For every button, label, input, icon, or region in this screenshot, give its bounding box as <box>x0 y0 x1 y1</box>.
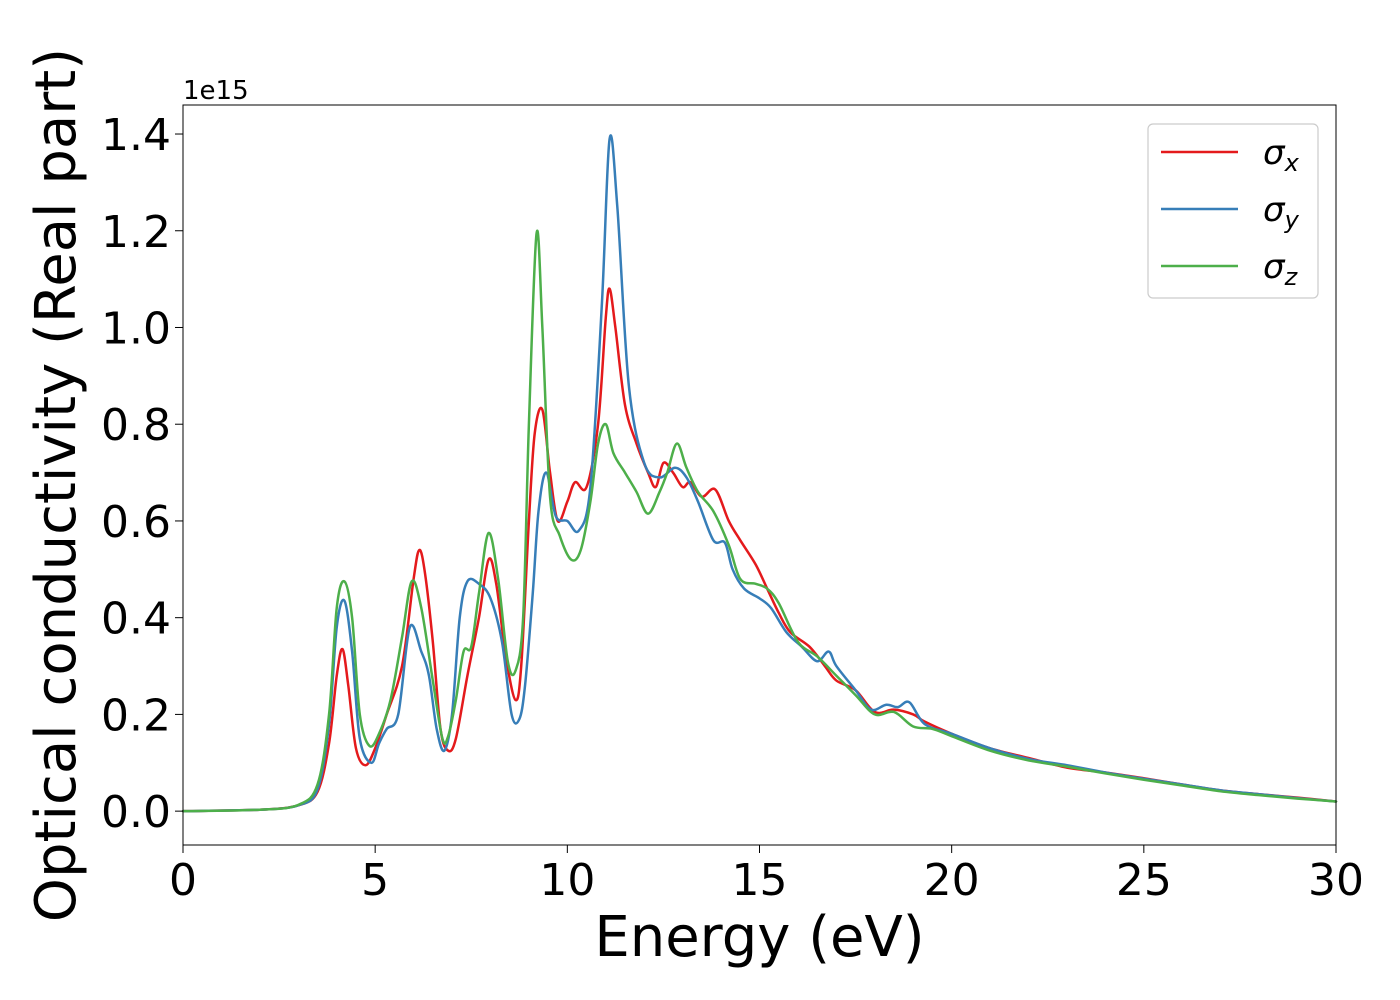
series-line-y <box>181 134 1338 813</box>
x-tick-label: 30 <box>1308 855 1364 906</box>
x-tick-label: 25 <box>1116 855 1172 906</box>
y-tick-label: 1.0 <box>101 303 171 354</box>
y-tick-label: 0.2 <box>101 690 171 741</box>
y-tick-label: 0.0 <box>101 787 171 838</box>
y-axis-offset-label: 1e15 <box>183 76 249 106</box>
x-axis-ticks: 0 5 10 15 20 25 30 <box>169 845 1364 906</box>
x-tick-label: 10 <box>539 855 595 906</box>
y-tick-label: 1.2 <box>101 207 171 258</box>
y-tick-label: 0.6 <box>101 497 171 548</box>
series-line-x <box>181 287 1338 813</box>
y-tick-label: 0.8 <box>101 400 171 451</box>
series-layer <box>181 134 1338 813</box>
y-tick-label: 1.4 <box>101 110 171 161</box>
y-axis-ticks: 0.0 0.2 0.4 0.6 0.8 1.0 1.2 1.4 <box>101 110 183 838</box>
series-line-z <box>181 229 1338 813</box>
y-tick-label: 0.4 <box>101 594 171 645</box>
x-tick-label: 15 <box>732 855 788 906</box>
legend-items: σx σy σz <box>1161 133 1300 291</box>
legend-box <box>1147 123 1319 299</box>
x-tick-label: 5 <box>361 855 389 906</box>
legend-label-z: σz <box>1263 247 1299 291</box>
x-tick-label: 20 <box>924 855 980 906</box>
legend-label-x: σx <box>1263 133 1300 177</box>
x-tick-label: 0 <box>169 855 197 906</box>
legend: σx σy σz <box>1147 123 1319 299</box>
legend-label-y: σy <box>1263 190 1300 234</box>
y-axis-label: Optical conductivity (Real part) <box>24 48 89 922</box>
x-axis-label: Energy (eV) <box>594 905 924 970</box>
